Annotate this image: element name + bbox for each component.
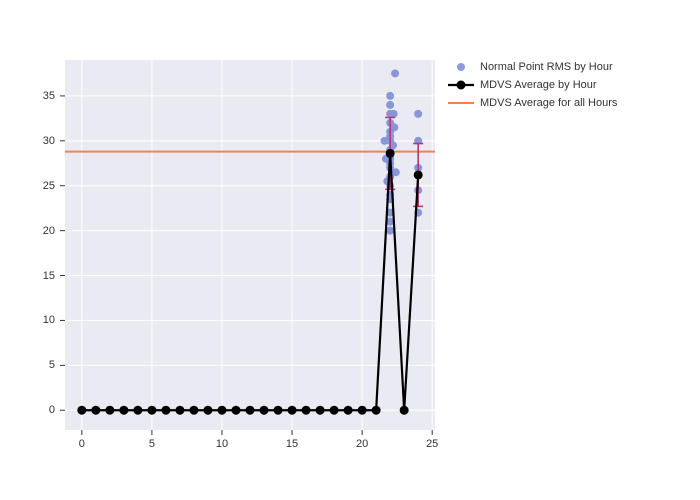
legend: Normal Point RMS by Hour MDVS Average by …: [448, 58, 617, 112]
y-tick-label: 15: [43, 270, 55, 282]
y-tick-label: 0: [49, 404, 55, 416]
legend-swatch: [448, 78, 474, 92]
y-tick-label: 5: [49, 359, 55, 371]
legend-swatch: [448, 60, 474, 74]
x-tick-label: 5: [149, 438, 155, 450]
legend-item: MDVS Average for all Hours: [448, 94, 617, 112]
legend-label: Normal Point RMS by Hour: [480, 61, 613, 73]
legend-item: Normal Point RMS by Hour: [448, 58, 617, 76]
y-tick-label: 35: [43, 90, 55, 102]
legend-swatch: [448, 96, 474, 110]
x-tick-label: 25: [426, 438, 438, 450]
legend-label: MDVS Average for all Hours: [480, 97, 617, 109]
y-tick-label: 25: [43, 180, 55, 192]
y-tick-label: 30: [43, 135, 55, 147]
legend-label: MDVS Average by Hour: [480, 79, 597, 91]
chart-container: Normal Point RMS by Hour MDVS Average by …: [0, 0, 700, 500]
y-tick-label: 20: [43, 225, 55, 237]
x-tick-label: 15: [286, 438, 298, 450]
x-tick-label: 0: [79, 438, 85, 450]
x-tick-label: 20: [356, 438, 368, 450]
legend-item: MDVS Average by Hour: [448, 76, 617, 94]
x-tick-label: 10: [216, 438, 228, 450]
y-tick-label: 10: [43, 314, 55, 326]
